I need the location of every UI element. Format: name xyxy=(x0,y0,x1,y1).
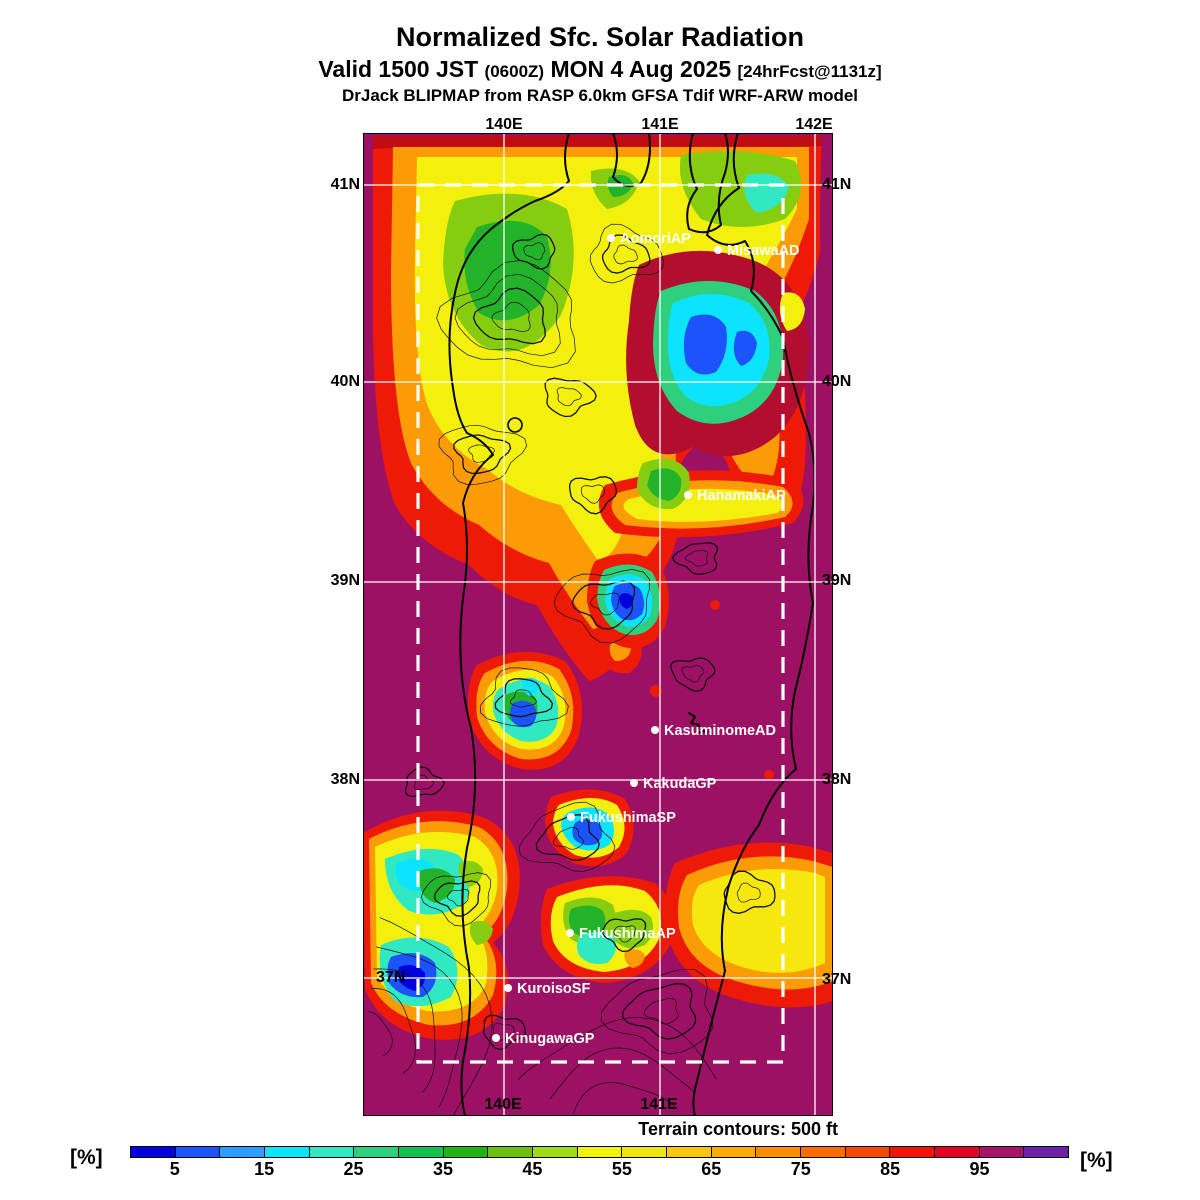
valid-time: Valid 1500 JST xyxy=(318,56,479,82)
station-label: KuroisoSF xyxy=(517,981,590,997)
station-marker-KakudaGP: KakudaGP xyxy=(630,776,717,792)
station-dot xyxy=(651,726,659,734)
station-dot xyxy=(567,813,575,821)
station-markers: AomoriAP MisawaAD HanamakiAP KasuminomeAD Ka… xyxy=(492,231,800,1047)
lat-label-left-39N: 39N xyxy=(330,572,360,589)
station-label: MisawaAD xyxy=(727,243,800,259)
forecast-tag: [24hrFcst@1131z] xyxy=(737,62,882,81)
colorbar-segment-55-60 xyxy=(622,1147,668,1157)
colorbar-unit-right: [%] xyxy=(1080,1149,1113,1172)
lat-label-left-38N: 38N xyxy=(330,771,360,788)
station-marker-KinugawaGP: KinugawaGP xyxy=(492,1031,595,1047)
lon-label-top-140E: 140E xyxy=(485,116,523,133)
colorbar-segment-0-5 xyxy=(131,1147,176,1157)
station-dot xyxy=(566,929,574,937)
station-dot xyxy=(684,491,692,499)
station-label: HanamakiAP xyxy=(697,488,786,504)
lat-label-right-40N: 40N xyxy=(822,373,852,390)
colorbar-tick-95: 95 xyxy=(969,1159,990,1179)
terrain-note: Terrain contours: 500 ft xyxy=(638,1119,838,1139)
zulu-time: (0600Z) xyxy=(484,62,545,81)
colorbar-segment-90-95 xyxy=(935,1147,980,1157)
colorbar-tick-35: 35 xyxy=(432,1159,453,1179)
station-label: FukushimaSP xyxy=(580,810,676,826)
colorbar-segment-100-105 xyxy=(1024,1147,1069,1157)
colorbar xyxy=(130,1146,1069,1158)
station-marker-KasuminomeAD: KasuminomeAD xyxy=(651,723,776,739)
lon-label-bottom-141E: 141E xyxy=(640,1096,678,1113)
colorbar-segment-65-70 xyxy=(711,1147,757,1157)
colorbar-tick-25: 25 xyxy=(343,1159,364,1179)
station-dot xyxy=(630,779,638,787)
valid-date: MON 4 Aug 2025 xyxy=(550,56,732,82)
station-label: KasuminomeAD xyxy=(664,723,776,739)
colorbar-segment-95-100 xyxy=(979,1147,1025,1157)
station-dot xyxy=(504,984,512,992)
station-dot xyxy=(607,234,615,242)
colorbar-segment-50-55 xyxy=(577,1147,623,1157)
colorbar-segment-85-90 xyxy=(890,1147,936,1157)
grid-lines xyxy=(363,133,833,1116)
colorbar-tick-75: 75 xyxy=(790,1159,811,1179)
lat-label-right-37N: 37N xyxy=(822,971,852,988)
lat-label-left-40N: 40N xyxy=(330,373,360,390)
station-marker-AomoriAP: AomoriAP xyxy=(607,231,691,247)
station-label: FukushimaAP xyxy=(579,926,676,942)
colorbar-tick-65: 65 xyxy=(701,1159,722,1179)
lon-label-bottom-140E: 140E xyxy=(484,1096,522,1113)
lon-label-top-142E: 142E xyxy=(795,116,833,133)
colorbar-segment-5-10 xyxy=(175,1147,221,1157)
model-info-line: DrJack BLIPMAP from RASP 6.0km GFSA Tdif… xyxy=(341,86,859,105)
station-label: KakudaGP xyxy=(643,776,717,792)
station-marker-KuroisoSF: KuroisoSF xyxy=(504,981,590,997)
lat-label-left-41N: 41N xyxy=(330,176,360,193)
colorbar-segment-60-65 xyxy=(667,1147,712,1157)
station-marker-MisawaAD: MisawaAD xyxy=(714,243,800,259)
lat-label-left-37N: 37N xyxy=(376,969,406,986)
colorbar-segment-45-50 xyxy=(533,1147,578,1157)
colorbar-tick-5: 5 xyxy=(169,1159,180,1179)
colorbar-segment-40-45 xyxy=(488,1147,534,1157)
lon-label-top-141E: 141E xyxy=(641,116,679,133)
colorbar-tick-55: 55 xyxy=(611,1159,632,1179)
colorbar-segment-80-85 xyxy=(845,1147,891,1157)
solar-radiation-map: AomoriAP MisawaAD HanamakiAP KasuminomeAD Ka… xyxy=(363,133,833,1116)
station-label: AomoriAP xyxy=(620,231,691,247)
solar-field-art xyxy=(363,133,833,1116)
colorbar-tick-45: 45 xyxy=(522,1159,543,1179)
map-frame xyxy=(363,133,833,1116)
colorbar-unit-left: [%] xyxy=(70,1146,103,1169)
station-dot xyxy=(714,246,722,254)
coastline xyxy=(448,133,816,1116)
lat-label-right-41N: 41N xyxy=(822,176,852,193)
station-marker-FukushimaSP: FukushimaSP xyxy=(567,810,676,826)
colorbar-tick-85: 85 xyxy=(880,1159,901,1179)
colorbar-tick-15: 15 xyxy=(254,1159,275,1179)
colorbar-segment-35-40 xyxy=(443,1147,489,1157)
colorbar-segment-75-80 xyxy=(801,1147,846,1157)
lat-label-right-38N: 38N xyxy=(822,771,852,788)
station-dot xyxy=(492,1034,500,1042)
colorbar-tick-labels: 5 15 25 35 45 55 65 75 85 95 xyxy=(130,1159,1069,1183)
colorbar-segment-20-25 xyxy=(309,1147,355,1157)
page-title: Normalized Sfc. Solar Radiation xyxy=(395,22,805,52)
colorbar-segment-15-20 xyxy=(265,1147,310,1157)
colorbar-segment-25-30 xyxy=(354,1147,400,1157)
lat-label-right-39N: 39N xyxy=(822,572,852,589)
station-label: KinugawaGP xyxy=(505,1031,595,1047)
map-area: AomoriAP MisawaAD HanamakiAP KasuminomeAD Ka… xyxy=(363,133,833,1116)
colorbar-segment-70-75 xyxy=(756,1147,802,1157)
colorbar-segment-10-15 xyxy=(220,1147,266,1157)
station-marker-FukushimaAP: FukushimaAP xyxy=(566,926,676,942)
valid-time-line: Valid 1500 JST (0600Z) MON 4 Aug 2025 [2… xyxy=(0,56,1200,83)
colorbar-segment-30-35 xyxy=(399,1147,444,1157)
station-marker-HanamakiAP: HanamakiAP xyxy=(684,488,786,504)
